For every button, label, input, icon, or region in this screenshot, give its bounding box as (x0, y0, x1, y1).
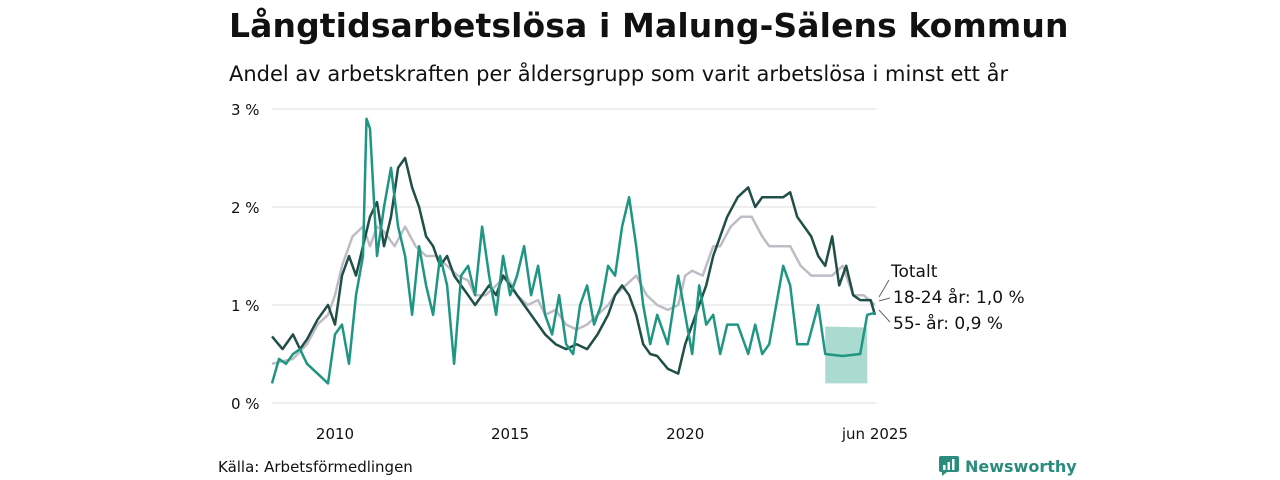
y-tick-label: 2 % (231, 199, 260, 217)
x-tick-label: 2020 (666, 425, 704, 443)
x-tick-label: 2010 (316, 425, 354, 443)
label-18-24: 18-24 år: 1,0 % (893, 287, 1025, 308)
chart-title: Långtidsarbetslösa i Malung-Sälens kommu… (229, 6, 1069, 45)
label-55: 55- år: 0,9 % (893, 313, 1003, 334)
y-tick-label: 3 % (231, 101, 260, 119)
series-lines (270, 117, 877, 385)
y-tick-label: 0 % (231, 395, 260, 413)
y-axis-ticks: 0 % 1 % 2 % 3 % (231, 101, 260, 413)
series-line-55 (270, 117, 876, 385)
newsworthy-chart-icon (939, 456, 959, 476)
label-leader (878, 279, 890, 298)
label-leader (878, 297, 891, 302)
y-tick-label: 1 % (231, 297, 260, 315)
brand-logo[interactable]: Newsworthy (939, 456, 1077, 476)
x-tick-label: jun 2025 (841, 425, 908, 443)
x-axis-ticks: 2010 2015 2020 jun 2025 (316, 425, 908, 443)
chart-subtitle: Andel av arbetskraften per åldersgrupp s… (229, 62, 1009, 86)
series-line-18-24 (271, 156, 877, 375)
label-leader (878, 309, 891, 323)
source-note: Källa: Arbetsförmedlingen (218, 458, 413, 476)
brand-label: Newsworthy (965, 456, 1077, 476)
label-totalt: Totalt (890, 262, 938, 282)
x-tick-label: 2015 (491, 425, 529, 443)
end-labels: Totalt 18-24 år: 1,0 % 55- år: 0,9 % (878, 262, 1025, 334)
